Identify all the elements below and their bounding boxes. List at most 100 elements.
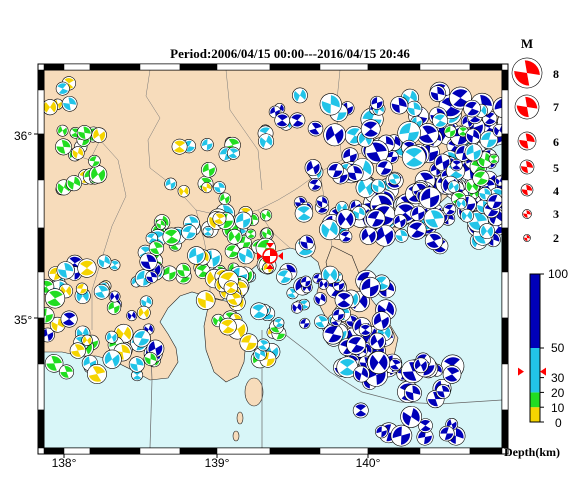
focal-mechanism xyxy=(388,172,401,186)
focal-mechanism xyxy=(497,111,502,132)
focal-mechanism xyxy=(336,356,359,379)
focal-mechanism xyxy=(435,384,451,399)
focal-mechanism xyxy=(429,85,447,102)
focal-mechanism xyxy=(139,252,158,271)
focal-mechanism xyxy=(406,220,427,240)
period-title: Period:2006/04/15 00:00---2016/04/15 20:… xyxy=(170,46,410,61)
focal-mechanism xyxy=(359,226,378,245)
focal-mechanism xyxy=(375,159,393,177)
focal-mechanism xyxy=(364,139,389,165)
focal-mechanism xyxy=(318,278,330,290)
magnitude-legend-label: M xyxy=(521,36,533,51)
focal-mechanism xyxy=(227,146,240,160)
focal-mechanism xyxy=(93,283,110,300)
focal-mechanism xyxy=(289,112,306,129)
magnitude-mechanism-icon xyxy=(517,131,537,151)
focal-mechanism xyxy=(358,323,373,337)
focal-mechanism xyxy=(335,209,356,230)
focal-mechanism xyxy=(368,332,386,351)
focal-mechanism xyxy=(432,112,449,129)
focal-mechanism xyxy=(175,262,192,278)
magnitude-label: 4 xyxy=(553,184,559,198)
small-island xyxy=(236,411,244,425)
focal-mechanism xyxy=(339,230,353,244)
focal-mechanism xyxy=(334,290,354,310)
depth-marker-icon xyxy=(518,367,546,376)
focal-mechanism xyxy=(55,138,72,156)
focal-mechanism xyxy=(479,223,495,240)
focal-mechanism xyxy=(373,224,396,247)
focal-mechanism xyxy=(218,192,232,205)
focal-mechanism xyxy=(353,365,370,383)
lat-tick-label: 35° xyxy=(14,313,32,327)
magnitude-mechanism-icon xyxy=(520,183,534,197)
focal-mechanism xyxy=(44,99,58,116)
focal-mechanism xyxy=(465,128,481,145)
focal-mechanism xyxy=(292,87,308,104)
depth-scale: 100 50 30 20 10 0 Depth(km) xyxy=(504,267,568,459)
focal-mechanism xyxy=(392,214,408,229)
focal-mechanism xyxy=(181,224,198,241)
focal-mechanism xyxy=(397,121,421,145)
focal-mechanism xyxy=(304,159,322,177)
focal-mechanism xyxy=(65,175,82,192)
focal-mechanism xyxy=(237,246,255,265)
focal-mechanism xyxy=(308,178,322,192)
focal-mechanism xyxy=(250,302,268,321)
focal-mechanism xyxy=(438,425,455,442)
focal-mechanism xyxy=(479,130,499,150)
focal-mechanism xyxy=(143,352,158,366)
depth-tick-label: 50 xyxy=(551,341,565,355)
focal-mechanism xyxy=(49,316,66,333)
focal-mechanism xyxy=(400,405,423,428)
depth-tick-label: 30 xyxy=(551,371,565,385)
focal-mechanism xyxy=(433,153,452,172)
focal-mechanism xyxy=(424,231,444,250)
focal-mechanism xyxy=(44,288,66,309)
focal-mechanism xyxy=(273,317,285,329)
magnitude-mechanism-icon xyxy=(523,234,531,242)
focal-mechanism xyxy=(307,120,324,137)
focal-mechanism xyxy=(201,162,217,178)
focal-mechanism xyxy=(290,301,304,314)
focal-mechanism xyxy=(299,275,312,288)
focal-mechanism xyxy=(212,211,227,226)
depth-tick-label: 100 xyxy=(548,267,568,281)
focal-mechanism xyxy=(226,228,243,245)
focal-mechanism xyxy=(423,208,446,230)
focal-mechanism xyxy=(450,158,463,172)
magnitude-legend: M 8 7 6 5 4 3 2 xyxy=(511,36,559,245)
focal-mechanism xyxy=(69,342,86,359)
focal-mechanism xyxy=(164,177,177,191)
focal-mechanism xyxy=(315,195,329,209)
lon-tick-label: 138° xyxy=(52,456,77,470)
depth-band xyxy=(530,274,540,348)
magnitude-mechanism-icon xyxy=(511,57,543,89)
focal-mechanism xyxy=(258,133,275,150)
focal-mechanism xyxy=(202,226,214,238)
focal-mechanism xyxy=(201,182,213,194)
focal-mechanism xyxy=(313,292,328,306)
focal-mechanism xyxy=(460,208,474,223)
lat-tick-label: 36° xyxy=(14,129,32,143)
focal-mechanism xyxy=(455,197,467,210)
focal-mechanism xyxy=(213,181,226,194)
focal-mechanism xyxy=(76,125,93,141)
focal-mechanism xyxy=(375,425,389,439)
focal-mechanism xyxy=(44,307,55,325)
focal-mechanism xyxy=(413,357,429,374)
magnitude-label: 5 xyxy=(553,161,559,175)
focal-mechanisms xyxy=(44,76,502,447)
focal-mechanism xyxy=(463,99,481,118)
focal-mechanism xyxy=(87,364,107,384)
magnitude-label: 8 xyxy=(553,67,559,81)
focal-mechanism xyxy=(371,311,392,331)
map-frame xyxy=(34,63,509,458)
focal-mechanism xyxy=(418,418,433,433)
focal-mechanism xyxy=(56,261,75,280)
izu-oshima-island xyxy=(244,377,264,407)
focal-mechanism xyxy=(319,93,342,116)
focal-mechanism xyxy=(223,280,238,295)
focal-mechanism xyxy=(366,209,386,229)
red-epicenter-marker xyxy=(257,243,283,269)
